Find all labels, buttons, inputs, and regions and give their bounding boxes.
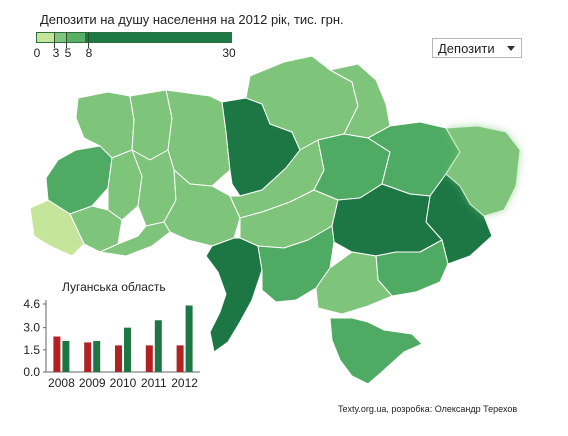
legend-tick-label: 3 <box>52 46 60 60</box>
legend-divider <box>54 32 55 48</box>
legend-tick-label: 0 <box>33 46 41 60</box>
y-tick-label: 3.0 <box>23 321 40 335</box>
legend-swatch-0-3 <box>37 33 55 42</box>
bar-2009-1 <box>93 340 101 372</box>
x-tick-label: 2011 <box>141 376 167 390</box>
bar-2008-1 <box>62 340 70 372</box>
legend-tick-label: 30 <box>222 46 236 60</box>
indicator-select-value: Депозити <box>438 40 495 56</box>
y-tick-label: 1.5 <box>23 343 40 357</box>
selected-region-glow <box>446 126 520 216</box>
bar-2010-0 <box>115 345 122 372</box>
bar-2012-0 <box>176 345 184 372</box>
legend-divider <box>66 32 67 48</box>
x-tick-label: 2012 <box>171 376 198 390</box>
region-kherson[interactable] <box>315 251 393 315</box>
legend-title: Депозити на душу населення на 2012 рік, … <box>40 12 344 27</box>
bar-2010-1 <box>124 327 131 372</box>
credit-text: Texty.org.ua, розробка: Олександр Терехо… <box>338 404 518 414</box>
x-tick-label: 2008 <box>48 376 75 390</box>
legend-swatch-8-30 <box>85 33 231 42</box>
region-zakarpattia[interactable] <box>29 199 85 257</box>
y-tick-label: 4.6 <box>23 297 40 311</box>
chart-title: Луганська область <box>62 280 166 294</box>
legend-color-bar <box>36 32 232 43</box>
bar-2009-0 <box>84 342 92 372</box>
legend-tick-label: 8 <box>85 46 93 60</box>
legend-swatch-3-5 <box>55 33 67 42</box>
region-crimea[interactable] <box>329 317 423 385</box>
region-ivano-frankivsk[interactable] <box>69 205 123 253</box>
region-odesa[interactable] <box>205 237 263 353</box>
legend-tick-label: 5 <box>64 46 72 60</box>
chevron-down-icon <box>507 46 515 51</box>
x-tick-label: 2009 <box>79 376 106 390</box>
region-chernivtsi[interactable] <box>99 221 171 257</box>
indicator-select[interactable]: Депозити <box>432 38 522 58</box>
bar-2011-1 <box>154 320 162 372</box>
x-tick-label: 2010 <box>110 376 137 390</box>
legend-swatch-5-8 <box>67 33 85 42</box>
bar-2008-0 <box>53 336 61 372</box>
y-tick-label: 0.0 <box>23 365 40 379</box>
bar-2011-0 <box>145 345 153 372</box>
bar-2012-1 <box>185 305 193 372</box>
legend-divider <box>88 32 89 48</box>
